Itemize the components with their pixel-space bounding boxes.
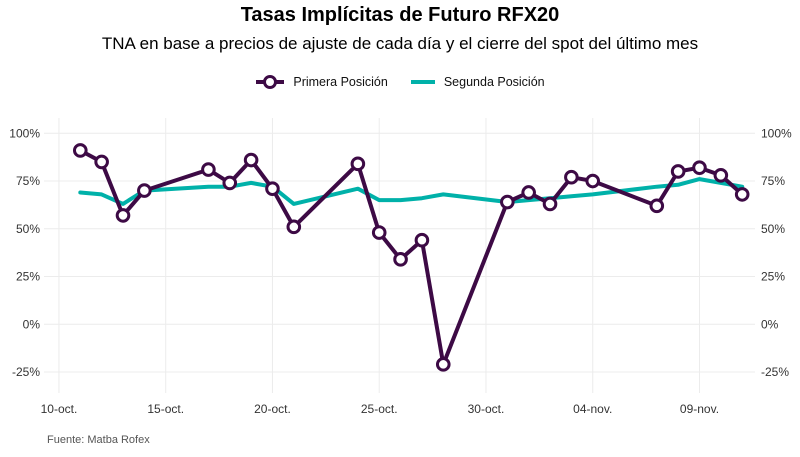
y-tick-label-left: 25% — [16, 270, 40, 284]
x-tick-label: 25-oct. — [361, 402, 398, 416]
y-tick-label-right: -25% — [761, 365, 789, 379]
y-tick-label-right: 50% — [761, 222, 785, 236]
chart-subtitle: TNA en base a precios de ajuste de cada … — [101, 34, 699, 53]
legend-swatch-primera — [256, 75, 285, 89]
data-point-primera — [222, 175, 238, 191]
data-point-primera — [393, 252, 408, 267]
data-point-primera — [435, 357, 451, 372]
chart-title: Tasas Implícitas de Futuro RFX20 — [240, 4, 560, 26]
data-point-primera — [286, 219, 302, 235]
y-tick-label-left: 0% — [23, 317, 41, 331]
data-point-primera — [713, 167, 729, 183]
legend-label-primera: Primera Posición — [293, 75, 388, 89]
source-note: Fuente: Matba Rofex — [47, 434, 150, 446]
y-tick-label-left: -25% — [12, 365, 40, 379]
y-tick-label-right: 25% — [761, 270, 785, 284]
x-tick-label: 10-oct. — [41, 402, 78, 416]
legend-item-segunda: Segunda Posición — [410, 74, 545, 90]
legend-label-segunda: Segunda Posición — [443, 75, 545, 89]
data-point-primera — [350, 156, 366, 172]
x-tick-label: 09-nov. — [680, 402, 719, 416]
data-point-primera — [564, 169, 579, 185]
data-point-primera — [585, 173, 601, 189]
data-point-primera — [670, 164, 686, 179]
data-point-primera — [265, 181, 280, 196]
data-point-primera — [521, 185, 536, 200]
data-point-primera — [115, 208, 131, 223]
data-point-primera — [371, 225, 387, 240]
data-point-primera — [137, 183, 152, 198]
data-point-primera — [201, 162, 216, 177]
y-tick-label-right: 100% — [761, 126, 792, 140]
legend-swatch-segunda — [410, 80, 435, 84]
series-line-primera — [78, 148, 745, 367]
x-tick-label: 15-oct. — [147, 402, 184, 416]
series-line-segunda — [78, 177, 745, 206]
data-point-primera — [692, 160, 707, 175]
y-tick-label-left: 50% — [16, 222, 40, 236]
data-point-primera — [243, 152, 259, 168]
x-tick-label: 20-oct. — [254, 402, 291, 416]
legend: Primera Posición Segunda Posición — [0, 74, 800, 90]
data-point-primera — [649, 198, 665, 214]
data-point-primera — [542, 196, 558, 212]
data-point-primera — [72, 143, 88, 158]
legend-item-primera: Primera Posición — [255, 74, 388, 90]
x-tick-label: 04-nov. — [573, 402, 612, 416]
y-tick-label-left: 75% — [16, 174, 40, 188]
x-tick-label: 30-oct. — [468, 402, 505, 416]
data-point-primera — [734, 187, 750, 202]
y-tick-label-left: 100% — [9, 126, 40, 140]
y-tick-label-right: 0% — [761, 317, 779, 331]
data-point-primera — [414, 232, 430, 248]
data-point-primera — [500, 194, 515, 210]
y-tick-label-right: 75% — [761, 174, 785, 188]
data-point-primera — [94, 154, 109, 170]
